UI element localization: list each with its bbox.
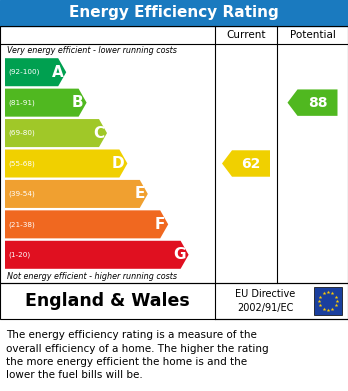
- Text: G: G: [173, 247, 185, 262]
- Text: D: D: [112, 156, 124, 171]
- Text: 62: 62: [241, 156, 261, 170]
- Text: overall efficiency of a home. The higher the rating: overall efficiency of a home. The higher…: [6, 344, 269, 353]
- Text: the more energy efficient the home is and the: the more energy efficient the home is an…: [6, 357, 247, 367]
- Text: A: A: [52, 65, 63, 80]
- Text: lower the fuel bills will be.: lower the fuel bills will be.: [6, 371, 143, 380]
- Bar: [0, 0, 348, 26]
- Text: The energy efficiency rating is a measure of the: The energy efficiency rating is a measur…: [6, 330, 257, 340]
- Text: Energy Efficiency Rating: Energy Efficiency Rating: [69, 5, 279, 20]
- Text: B: B: [72, 95, 84, 110]
- Text: (1-20): (1-20): [8, 251, 30, 258]
- Text: England & Wales: England & Wales: [25, 292, 190, 310]
- Polygon shape: [222, 150, 270, 177]
- Text: (69-80): (69-80): [8, 130, 35, 136]
- Text: Current: Current: [226, 30, 266, 40]
- Text: Very energy efficient - lower running costs: Very energy efficient - lower running co…: [7, 46, 177, 55]
- Text: EU Directive
2002/91/EC: EU Directive 2002/91/EC: [235, 289, 296, 312]
- Text: (21-38): (21-38): [8, 221, 35, 228]
- Text: C: C: [93, 126, 104, 141]
- Polygon shape: [5, 241, 189, 269]
- Bar: [314, 287, 342, 315]
- Bar: [0, 283, 348, 319]
- Polygon shape: [5, 149, 127, 178]
- Polygon shape: [5, 180, 148, 208]
- Polygon shape: [5, 58, 66, 86]
- Text: F: F: [155, 217, 165, 232]
- Text: 88: 88: [308, 96, 327, 109]
- Polygon shape: [287, 90, 338, 116]
- Text: E: E: [134, 187, 145, 201]
- Text: (81-91): (81-91): [8, 99, 35, 106]
- Polygon shape: [5, 210, 168, 239]
- Text: (39-54): (39-54): [8, 191, 35, 197]
- Polygon shape: [5, 89, 87, 117]
- Text: (92-100): (92-100): [8, 69, 39, 75]
- Text: (55-68): (55-68): [8, 160, 35, 167]
- Text: Not energy efficient - higher running costs: Not energy efficient - higher running co…: [7, 272, 177, 281]
- Polygon shape: [5, 119, 107, 147]
- Bar: [0, 26, 348, 283]
- Text: Potential: Potential: [290, 30, 335, 40]
